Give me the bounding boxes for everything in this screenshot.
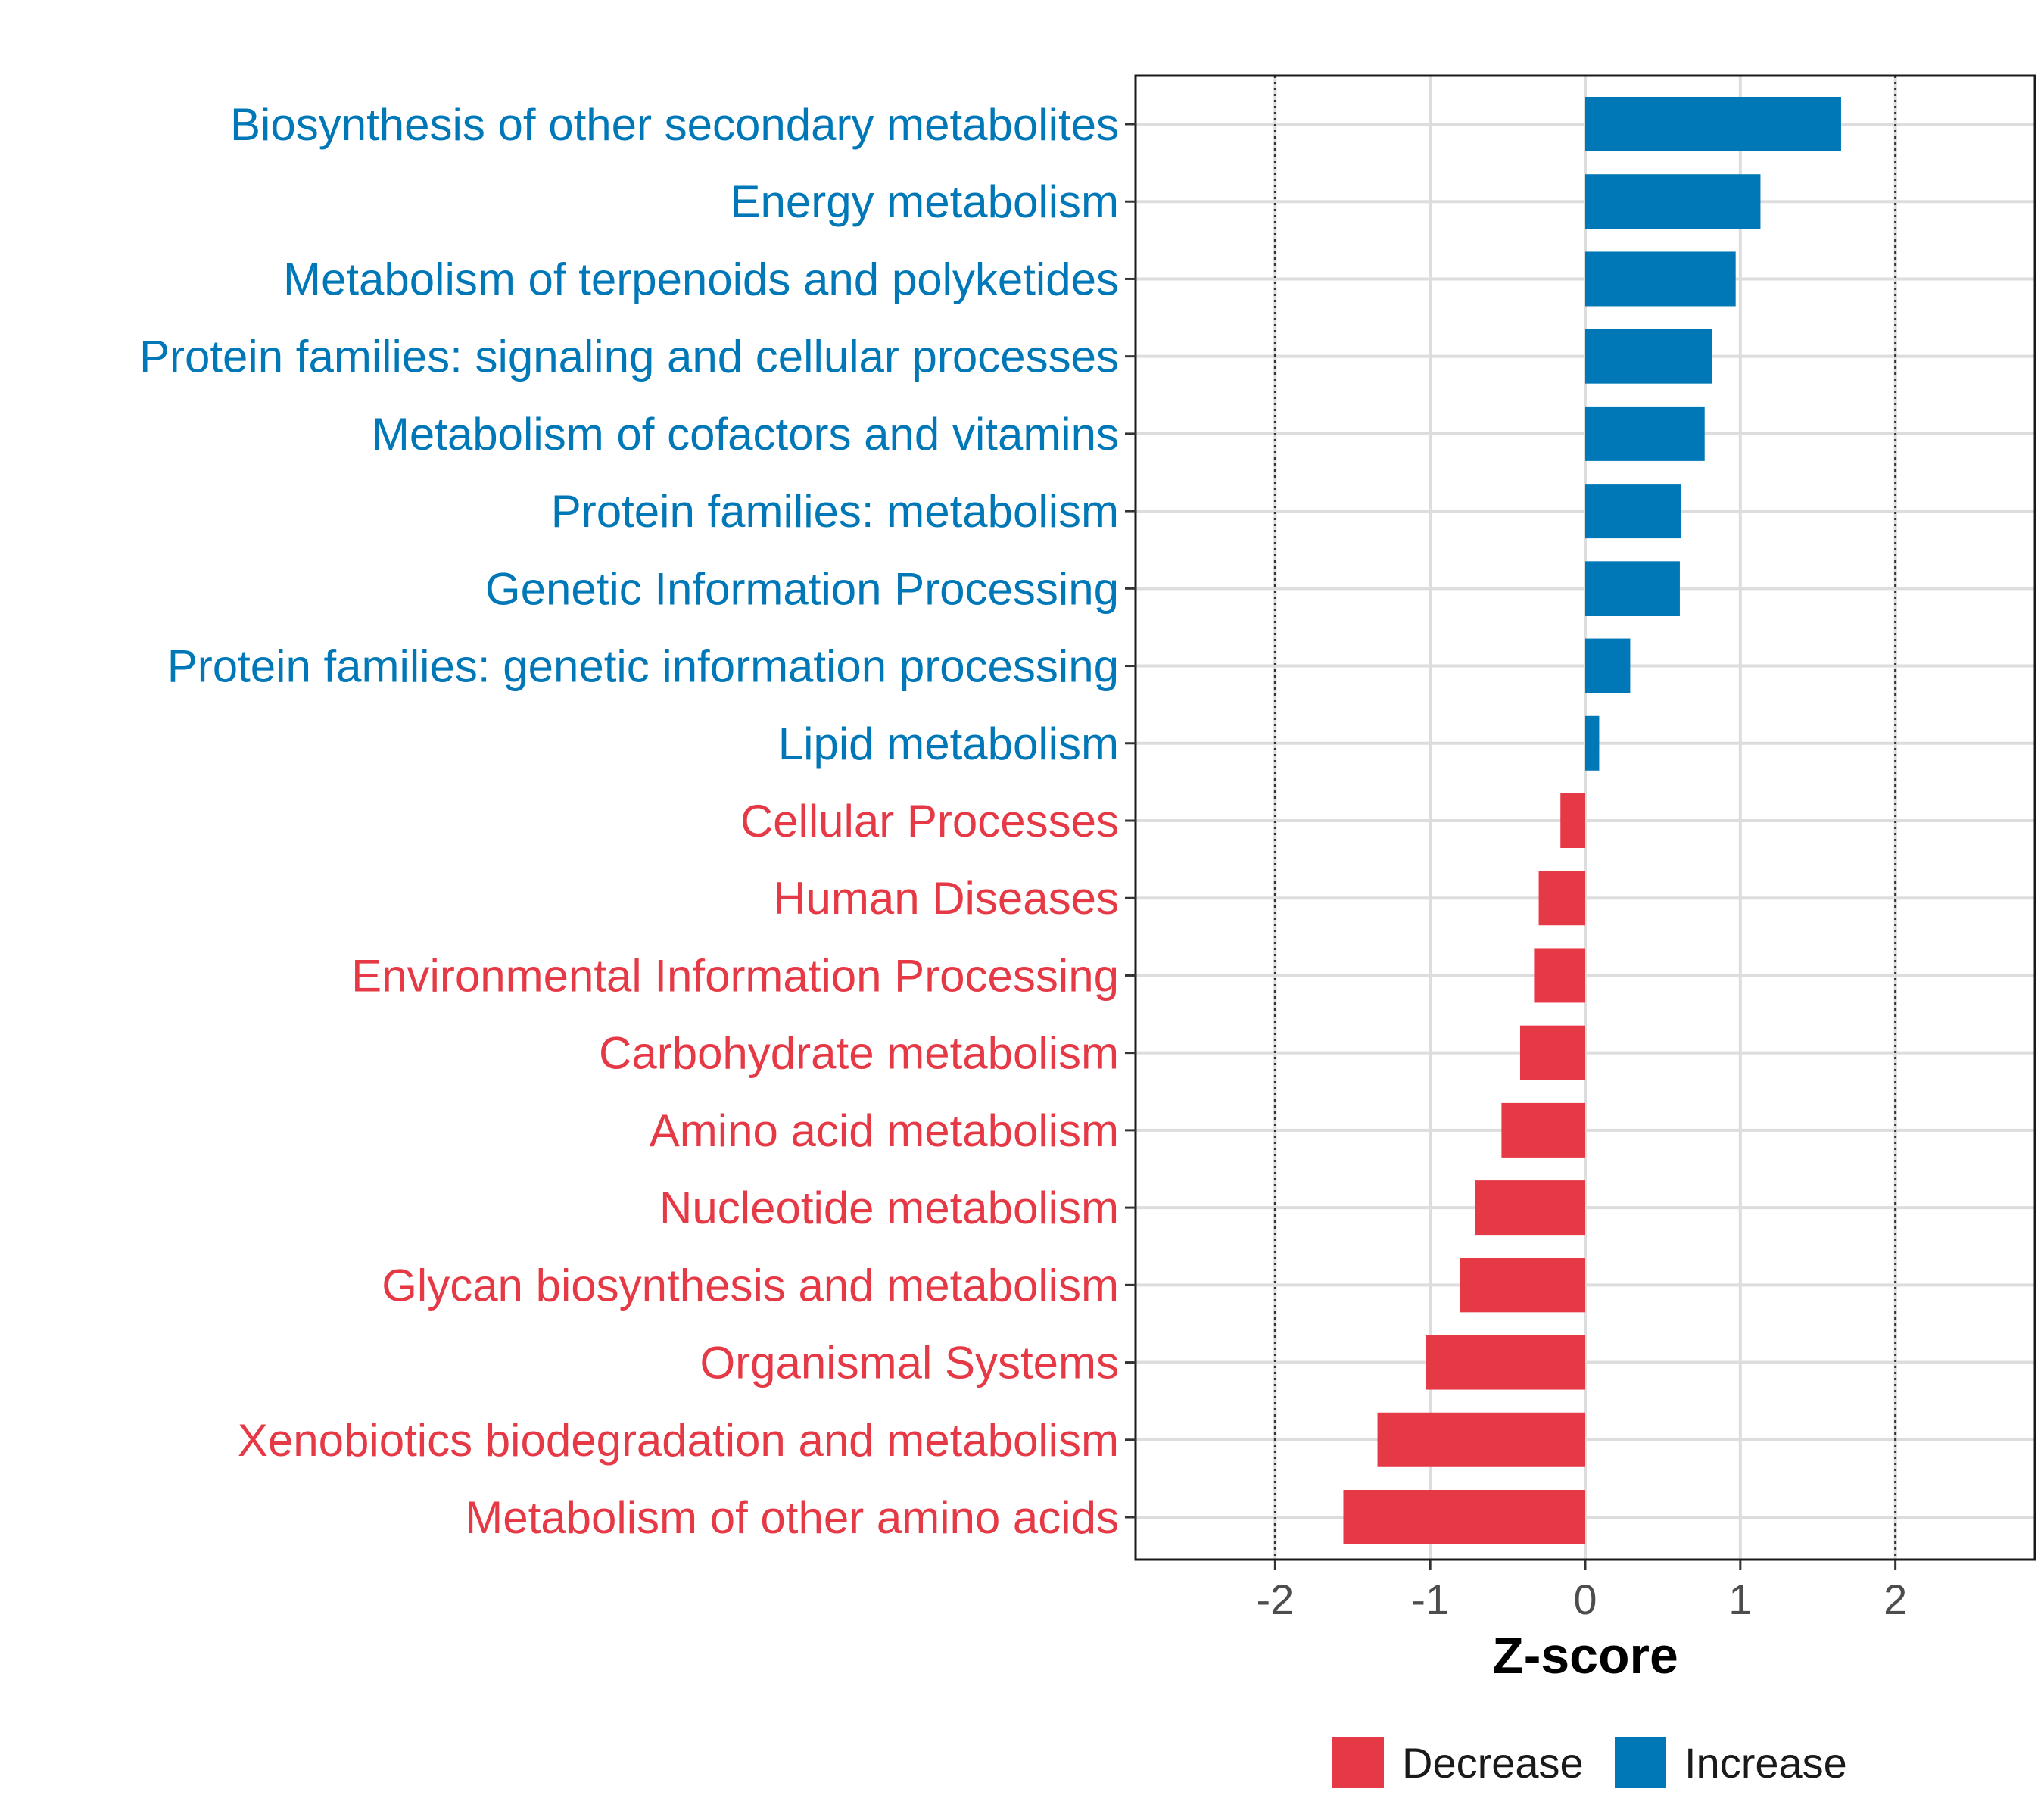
category-label: Metabolism of cofactors and vitamins: [372, 409, 1119, 460]
bar-increase: [1585, 174, 1761, 229]
category-label: Biosynthesis of other secondary metaboli…: [230, 99, 1119, 150]
bar-increase: [1585, 715, 1600, 771]
bar-increase: [1585, 97, 1841, 151]
bar-decrease: [1534, 948, 1585, 1003]
category-label: Energy metabolism: [730, 176, 1119, 227]
bar-decrease: [1519, 1025, 1585, 1080]
category-label: Glycan biosynthesis and metabolism: [382, 1260, 1119, 1311]
category-label: Human Diseases: [773, 873, 1119, 924]
x-axis-title: Z-score: [1492, 1627, 1678, 1685]
reference-lines: [1273, 76, 1897, 1560]
x-tick-label: 0: [1573, 1575, 1597, 1623]
category-label: Lipid metabolism: [778, 718, 1119, 769]
category-label: Organismal Systems: [700, 1338, 1119, 1388]
bar-decrease: [1377, 1412, 1585, 1467]
bar-decrease: [1426, 1335, 1585, 1390]
category-label: Amino acid metabolism: [650, 1105, 1119, 1156]
category-label: Environmental Information Processing: [351, 950, 1119, 1001]
x-tick-label: -2: [1256, 1575, 1294, 1623]
category-label: Protein families: genetic information pr…: [167, 641, 1119, 692]
x-tick-label: -1: [1411, 1575, 1449, 1623]
bar-decrease: [1475, 1180, 1585, 1236]
bar-decrease: [1501, 1102, 1585, 1158]
legend-label-increase: Increase: [1684, 1739, 1847, 1787]
legend-swatch-decrease: [1332, 1737, 1384, 1788]
category-label: Protein families: signaling and cellular…: [139, 332, 1119, 382]
bar-decrease: [1343, 1490, 1585, 1544]
bar-increase: [1585, 561, 1680, 616]
x-tick-label: 1: [1728, 1575, 1752, 1623]
legend-label-decrease: Decrease: [1402, 1739, 1584, 1787]
bar-increase: [1585, 484, 1681, 539]
legend: Decrease Increase: [1332, 1737, 1847, 1788]
category-label: Genetic Information Processing: [485, 563, 1119, 614]
category-label: Metabolism of other amino acids: [465, 1492, 1119, 1543]
x-tick-label: 2: [1884, 1575, 1907, 1623]
bar-increase: [1585, 329, 1712, 384]
category-label: Carbohydrate metabolism: [599, 1028, 1119, 1079]
category-label: Nucleotide metabolism: [659, 1183, 1119, 1233]
legend-swatch-increase: [1615, 1737, 1666, 1788]
category-label: Xenobiotics biodegradation and metabolis…: [238, 1415, 1119, 1466]
bar-increase: [1585, 638, 1631, 693]
x-axis: -2 -1 0 1 2: [1256, 1560, 1907, 1623]
category-label: Cellular Processes: [740, 796, 1119, 846]
bar-decrease: [1460, 1258, 1585, 1313]
bar-decrease: [1538, 871, 1585, 926]
bar-increase: [1585, 406, 1705, 461]
category-label: Metabolism of terpenoids and polyketides: [283, 254, 1119, 304]
bars: [1343, 97, 1841, 1544]
bar-decrease: [1560, 793, 1585, 848]
y-axis: Biosynthesis of other secondary metaboli…: [139, 99, 1136, 1543]
bar-increase: [1585, 251, 1736, 307]
category-label: Protein families: metabolism: [551, 486, 1119, 537]
